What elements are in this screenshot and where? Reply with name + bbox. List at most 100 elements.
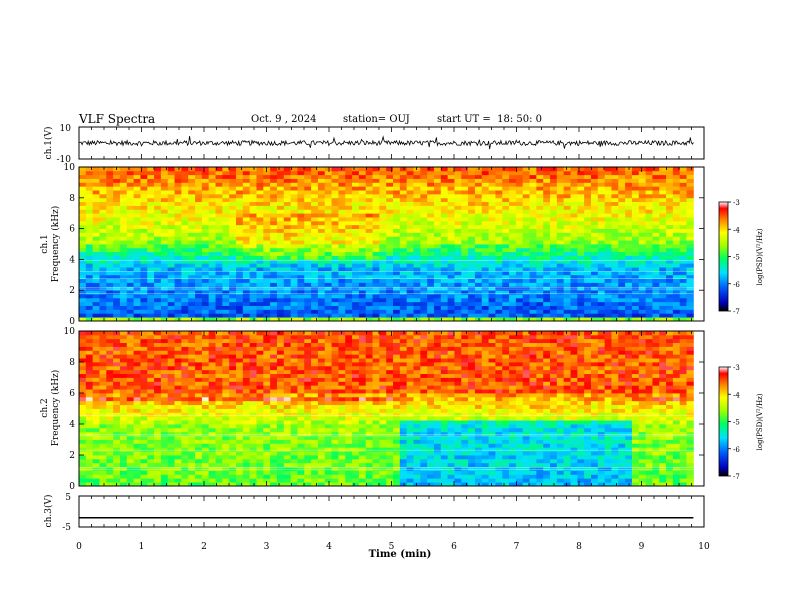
- ch2-spec-cell: [222, 358, 230, 363]
- ch2-spec-cell: [229, 358, 237, 363]
- ch1-spec-cell: [481, 240, 489, 245]
- ch1-spec-cell: [222, 255, 230, 260]
- ch2-spec-cell: [133, 478, 141, 483]
- ch1-spec-cell: [119, 247, 128, 253]
- ch2-spec-cell: [208, 393, 216, 398]
- ch1-spec-cell: [611, 174, 619, 179]
- ch1-spec-cell: [119, 297, 128, 303]
- ch2-spec-cell: [106, 478, 114, 483]
- ch1-spec-cell: [515, 240, 524, 245]
- ch1-spec-cell: [126, 259, 135, 264]
- ch2-spec-cell: [133, 455, 141, 460]
- ch1-spec-cell: [379, 182, 387, 187]
- ch1-spec-cell: [324, 278, 332, 283]
- ch1-spec-cell: [290, 278, 298, 283]
- ch1-spec-cell: [406, 259, 414, 264]
- ch1-spec-cell: [208, 286, 216, 291]
- ch2-spec-cell: [242, 431, 251, 437]
- ch1-spec-cell: [263, 278, 271, 283]
- ch2-spec-cell: [229, 420, 237, 425]
- ch1-spec-cell: [393, 213, 401, 218]
- ch2-spec-cell: [242, 474, 251, 479]
- ch2-spec-cell: [119, 451, 128, 456]
- ch1-spec-cell: [474, 182, 483, 187]
- ch1-spec-cell: [317, 290, 326, 295]
- ch1-spec-cell: [331, 182, 339, 187]
- ch1-spec-cell: [474, 170, 483, 176]
- ch1-spec-cell: [672, 205, 681, 210]
- ch1-spec-cell: [597, 251, 606, 256]
- ch1-spec-cell: [229, 286, 237, 291]
- ch2-spec-cell: [160, 443, 169, 448]
- ch1-spec-cell: [352, 305, 360, 310]
- ch1-spec-cell: [386, 294, 394, 299]
- ch1-spec-cell: [358, 232, 367, 237]
- ch2-spec-cell: [222, 389, 230, 394]
- ch1-spec-cell: [447, 251, 455, 256]
- ch1-spec-cell: [406, 174, 414, 179]
- ch1-spec-cell: [577, 228, 585, 233]
- ch1-spec-cell: [672, 305, 681, 310]
- ch2-spec-cell: [99, 369, 107, 375]
- ch1-spec-cell: [372, 232, 380, 237]
- ch2-spec-cell: [174, 373, 182, 378]
- ch2-spec-cell: [195, 373, 203, 378]
- ch1-spec-cell: [352, 313, 360, 318]
- ch1-spec-cell: [304, 274, 312, 280]
- ch1-spec-cell: [85, 282, 94, 287]
- ch1-spec-cell: [270, 182, 278, 187]
- ch1-spec-cell: [283, 174, 292, 179]
- ch1-spec-cell: [577, 251, 585, 256]
- ch2-spec-cell: [140, 400, 148, 406]
- ch1-spec-cell: [584, 301, 592, 306]
- ch1-spec-cell: [338, 232, 346, 237]
- ch1-spec-cell: [201, 178, 210, 183]
- ch1-spec-cell: [133, 313, 141, 318]
- ch2-spec-cell: [236, 412, 244, 417]
- ch1-spec-cell: [386, 309, 394, 314]
- ch1-spec-cell: [618, 174, 626, 179]
- ch1-spec-cell: [515, 274, 524, 280]
- ch1-spec-cell: [543, 263, 551, 268]
- ch2-spec-cell: [242, 354, 251, 359]
- ch1-spec-cell: [188, 286, 196, 291]
- ch1-spec-cell: [113, 193, 121, 199]
- ch1-spec-cell: [468, 282, 476, 287]
- ch1-spec-cell: [181, 251, 189, 256]
- ch1-spec-cell: [590, 232, 599, 237]
- ch2-spec-cell: [126, 400, 135, 406]
- ch1-spec-cell: [584, 213, 592, 218]
- ch2-spec-cell: [113, 362, 121, 367]
- ch1-spec-cell: [488, 305, 496, 310]
- ch2-spec-cell: [106, 404, 114, 409]
- ch1-spec-cell: [256, 232, 264, 237]
- ch2-spec-cell: [126, 439, 135, 444]
- ch2-spec-cell: [208, 346, 216, 351]
- ch2-spec-cell: [249, 435, 257, 440]
- ch2-spec-cell: [270, 435, 278, 440]
- ch1-spec-cell: [331, 267, 339, 272]
- ch2-spec-cell: [140, 439, 148, 444]
- ch1-spec-cell: [590, 317, 599, 322]
- ch2-spec-cell: [113, 373, 121, 378]
- ch1-spec-cell: [529, 201, 537, 206]
- ch1-spec-cell: [413, 244, 421, 249]
- ch1-spec-cell: [652, 274, 660, 280]
- ch2-spec-cell: [85, 462, 94, 468]
- ch1-spec-cell: [474, 290, 483, 295]
- ch2-spec-cell: [140, 474, 148, 479]
- ch1-spec-cell: [625, 193, 633, 199]
- ch1-spec-cell: [393, 255, 401, 260]
- ch2-spec-cell: [154, 389, 162, 394]
- ch1-spec-cell: [236, 282, 244, 287]
- ch2-spec-cell: [263, 346, 271, 351]
- ch1-spec-cell: [515, 244, 524, 249]
- ch1-spec-cell: [126, 232, 135, 237]
- ch1-spec-cell: [345, 297, 353, 303]
- ch1-spec-cell: [597, 178, 606, 183]
- ch1-spec-cell: [550, 274, 558, 280]
- ch1-spec-cell: [666, 174, 674, 179]
- ch1-spec-cell: [406, 255, 414, 260]
- ch1-spec-cell: [645, 278, 653, 283]
- ch2-spec-cell: [79, 369, 87, 375]
